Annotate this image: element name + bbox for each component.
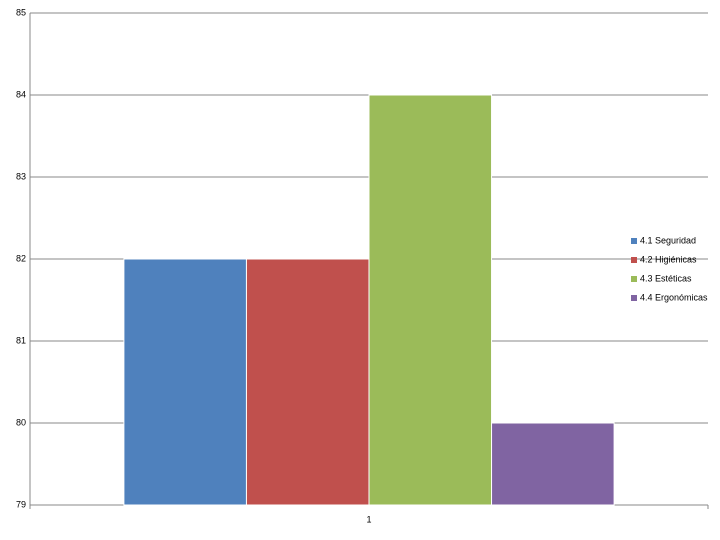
bar: [245, 258, 370, 506]
bar: [368, 94, 493, 506]
legend-label: 4.3 Estéticas: [640, 273, 692, 283]
legend-swatch: [631, 257, 637, 263]
legend-swatch: [631, 295, 637, 301]
bar: [491, 422, 615, 506]
legend-swatch: [631, 238, 637, 244]
y-tick-label: 80: [16, 417, 26, 427]
y-tick-label: 81: [16, 335, 26, 345]
legend-label: 4.2 Higiénicas: [640, 254, 697, 264]
y-tick-label: 83: [16, 171, 26, 181]
y-tick-label: 85: [16, 7, 26, 17]
bar: [123, 258, 247, 506]
legend-label: 4.1 Seguridad: [640, 235, 696, 245]
y-tick-label: 82: [16, 253, 26, 263]
legend-label: 4.4 Ergonómicas: [640, 292, 708, 302]
y-tick-label: 84: [16, 89, 26, 99]
x-tick-label: 1: [366, 514, 371, 524]
legend-swatch: [631, 276, 637, 282]
y-tick-label: 79: [16, 499, 26, 509]
